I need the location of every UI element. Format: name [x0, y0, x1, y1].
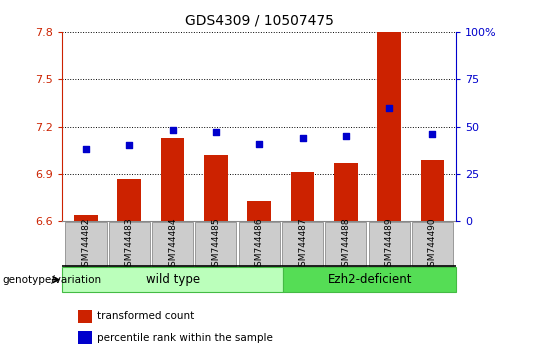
FancyBboxPatch shape [369, 222, 410, 266]
Text: genotype/variation: genotype/variation [3, 275, 102, 285]
Bar [377, 32, 401, 221]
Point [428, 131, 437, 137]
FancyBboxPatch shape [412, 222, 453, 266]
Text: GSM744488: GSM744488 [341, 217, 350, 272]
Point [298, 135, 307, 141]
Text: GSM744486: GSM744486 [255, 217, 264, 272]
FancyBboxPatch shape [152, 222, 193, 266]
Bar [291, 172, 314, 221]
Bar [117, 179, 141, 221]
Bar [78, 331, 92, 344]
Point [168, 127, 177, 133]
FancyBboxPatch shape [65, 222, 106, 266]
Bar [421, 160, 444, 221]
Text: GSM744485: GSM744485 [211, 217, 220, 272]
Bar [78, 310, 92, 323]
FancyBboxPatch shape [282, 222, 323, 266]
Bar [74, 215, 98, 221]
FancyBboxPatch shape [283, 267, 456, 292]
FancyBboxPatch shape [195, 222, 237, 266]
Bar [247, 201, 271, 221]
Text: GSM744483: GSM744483 [125, 217, 134, 272]
Bar [161, 138, 185, 221]
Text: Ezh2-deficient: Ezh2-deficient [327, 273, 412, 286]
Text: wild type: wild type [145, 273, 200, 286]
Title: GDS4309 / 10507475: GDS4309 / 10507475 [185, 14, 334, 28]
Text: GSM744490: GSM744490 [428, 217, 437, 272]
Point [341, 133, 350, 139]
FancyBboxPatch shape [325, 222, 367, 266]
Point [385, 105, 394, 110]
Bar [204, 155, 228, 221]
Text: GSM744482: GSM744482 [82, 217, 90, 272]
Point [255, 141, 264, 147]
Text: GSM744489: GSM744489 [384, 217, 394, 272]
Text: transformed count: transformed count [97, 312, 194, 321]
Point [125, 143, 133, 148]
Text: GSM744484: GSM744484 [168, 217, 177, 272]
Text: percentile rank within the sample: percentile rank within the sample [97, 333, 273, 343]
Bar [334, 163, 357, 221]
FancyBboxPatch shape [62, 267, 283, 292]
Text: GSM744487: GSM744487 [298, 217, 307, 272]
Point [212, 130, 220, 135]
FancyBboxPatch shape [239, 222, 280, 266]
FancyBboxPatch shape [109, 222, 150, 266]
Point [82, 147, 90, 152]
